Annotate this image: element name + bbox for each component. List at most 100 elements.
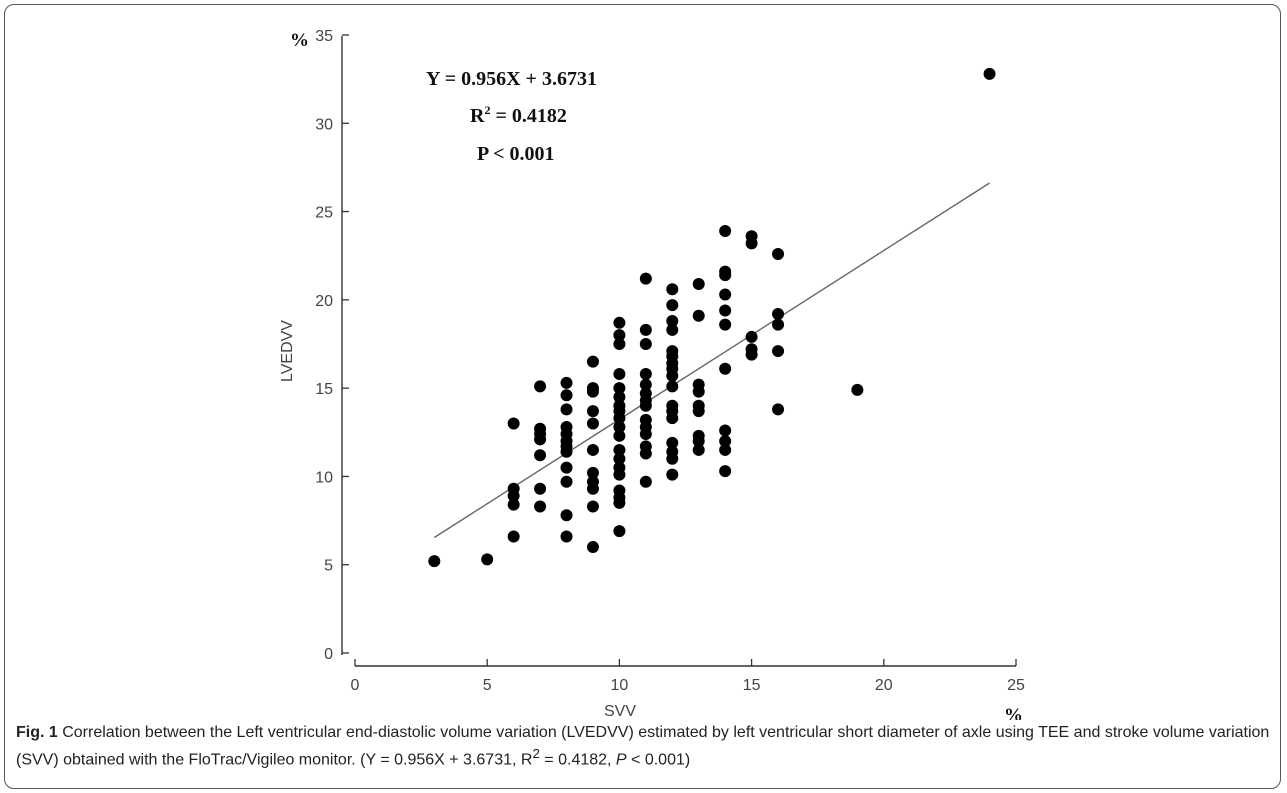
caption-mid: = 0.4182, [539, 751, 616, 769]
data-point [560, 403, 573, 416]
y-tick-label: 20 [315, 293, 333, 310]
axes [341, 36, 1016, 667]
caption-end: < 0.001) [626, 751, 691, 769]
data-point [692, 405, 705, 418]
y-tick-label: 15 [315, 381, 333, 398]
r-squared-label: R2 = 0.4182 [470, 103, 567, 127]
y-ticks: 0 5 10 15 20 25 30 35 [315, 28, 349, 663]
data-point [719, 465, 732, 478]
data-point [534, 449, 547, 462]
data-point [692, 385, 705, 398]
y-tick-label: 35 [315, 28, 333, 45]
data-point [428, 555, 441, 568]
y-tick-label: 10 [315, 469, 333, 486]
data-point [586, 466, 599, 479]
data-point [534, 433, 547, 446]
equation-label: Y = 0.956X + 3.6731 [426, 68, 597, 90]
data-point [586, 405, 599, 418]
data-point [983, 67, 996, 80]
caption-p-symbol: P [615, 751, 627, 769]
x-tick-label: 15 [743, 677, 761, 694]
data-point [586, 541, 599, 554]
data-point [745, 348, 758, 361]
x-unit-label: % [1004, 705, 1023, 720]
y-tick-label: 0 [324, 646, 333, 663]
data-point [719, 443, 732, 456]
data-point [666, 412, 679, 425]
data-point [692, 443, 705, 456]
data-point [613, 316, 626, 329]
data-point [560, 530, 573, 543]
data-point [719, 424, 732, 437]
regression-line [433, 182, 990, 539]
data-point [560, 509, 573, 522]
regression-annotation: Y = 0.956X + 3.6731 R2 = 0.4182 P < 0.00… [426, 68, 597, 165]
data-point [772, 307, 785, 320]
data-point [613, 329, 626, 342]
data-point [586, 385, 599, 398]
x-axis-label: SVV [604, 703, 636, 720]
x-tick-label: 20 [875, 677, 893, 694]
data-point [719, 288, 732, 301]
data-point [560, 461, 573, 474]
data-point [534, 482, 547, 495]
data-point [639, 368, 652, 381]
data-point [613, 468, 626, 481]
data-point [666, 315, 679, 328]
data-point [586, 417, 599, 430]
data-point [613, 338, 626, 350]
data-point [719, 362, 732, 375]
data-point [481, 553, 494, 566]
data-points [428, 67, 996, 568]
data-point [639, 475, 652, 488]
data-point [560, 376, 573, 389]
caption-figure-number: Fig. 1 [16, 724, 58, 741]
p-value-label: P < 0.001 [477, 143, 555, 165]
data-point [666, 452, 679, 465]
x-ticks: 0 5 10 15 20 25 [351, 659, 1025, 694]
data-point [639, 378, 652, 391]
scatter-chart: 0 5 10 15 20 25 30 35 0 5 10 15 20 25 LVEDVV SVV % %… [279, 28, 1025, 720]
data-point [586, 443, 599, 456]
data-point [772, 345, 785, 358]
data-point [745, 237, 758, 250]
data-point [586, 482, 599, 495]
data-point [851, 383, 864, 396]
data-point [613, 368, 626, 381]
data-point [534, 380, 547, 393]
y-tick-label: 30 [315, 116, 333, 133]
data-point [719, 269, 732, 282]
data-point [639, 272, 652, 285]
data-point [639, 428, 652, 441]
data-point [586, 500, 599, 513]
data-point [534, 500, 547, 513]
data-point [692, 435, 705, 448]
r-symbol: R [470, 105, 485, 127]
data-point [586, 355, 599, 368]
figure-caption: Fig. 1 Correlation between the Left vent… [16, 722, 1271, 770]
data-point [560, 389, 573, 402]
data-point [507, 530, 520, 543]
data-point [507, 498, 520, 511]
data-point [613, 525, 626, 538]
data-point [719, 435, 732, 448]
data-point [692, 277, 705, 290]
y-unit-label: % [290, 30, 309, 51]
data-point [692, 309, 705, 322]
data-point [613, 412, 626, 425]
data-point [560, 475, 573, 488]
data-point [666, 283, 679, 296]
data-point [613, 496, 626, 509]
r-squared-superscript: 2 [484, 103, 490, 117]
data-point [666, 380, 679, 393]
data-point [507, 417, 520, 430]
y-tick-label: 25 [315, 205, 333, 222]
data-point [613, 390, 626, 403]
data-point [639, 447, 652, 460]
data-point [666, 323, 679, 336]
data-point [666, 299, 679, 312]
data-point [745, 330, 758, 343]
data-point [666, 468, 679, 481]
data-point [613, 420, 626, 433]
data-point [613, 443, 626, 456]
